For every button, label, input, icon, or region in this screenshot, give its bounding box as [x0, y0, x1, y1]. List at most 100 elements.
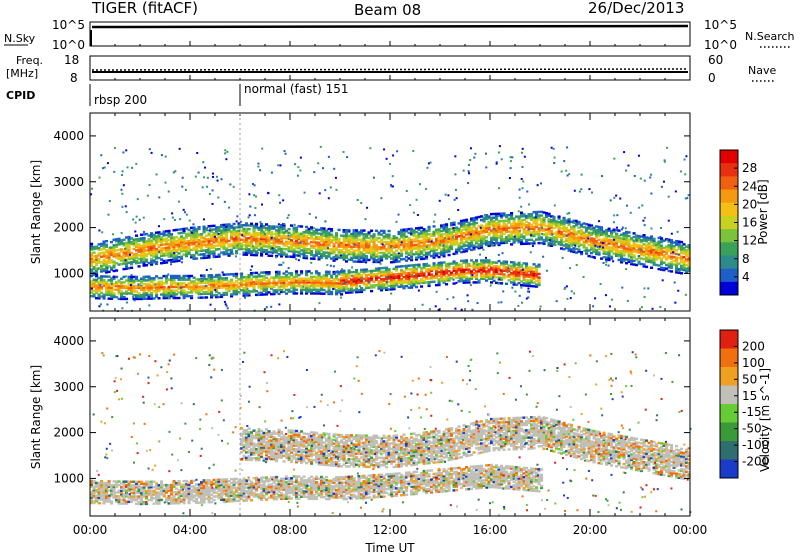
power-cell: [277, 274, 281, 277]
power-cell: [530, 281, 534, 284]
power-cell: [495, 218, 499, 221]
power-cell: [387, 248, 391, 251]
power-cell: [545, 235, 549, 239]
power-cell: [332, 283, 336, 287]
power-cell: [562, 222, 566, 225]
power-cell: [477, 268, 481, 271]
power-cell: [292, 242, 296, 246]
power-cell: [315, 232, 319, 235]
power-cell: [672, 241, 676, 244]
power-cell: [577, 230, 581, 233]
power-cell: [410, 273, 414, 276]
power-cell: [127, 281, 131, 284]
power-cell: [652, 254, 656, 257]
power-cell: [162, 252, 166, 255]
power-cell: [240, 244, 244, 247]
power-cell: [150, 293, 154, 297]
power-cell: [415, 258, 419, 261]
power-cell: [635, 243, 639, 247]
power-cell: [120, 295, 124, 299]
power-cell: [132, 296, 135, 299]
power-cell: [140, 259, 144, 262]
power-cell: [235, 239, 239, 242]
power-cell: [370, 238, 374, 242]
power-cell: [427, 269, 431, 273]
power-cell: [458, 277, 461, 280]
power-cell: [240, 276, 244, 279]
power-cell: [365, 251, 369, 254]
power-cell: [315, 279, 319, 282]
power-cell: [492, 279, 496, 283]
power-cell: [107, 265, 111, 268]
power-cell: [90, 287, 93, 290]
power-cell: [415, 272, 419, 276]
power-cell: [236, 215, 239, 218]
power-cell: [520, 301, 523, 304]
power-cell: [437, 265, 441, 268]
power-cell: [365, 234, 369, 238]
power-cell: [262, 235, 266, 239]
power-cell: [92, 255, 96, 258]
power-cell: [435, 276, 439, 280]
power-cell: [635, 234, 639, 237]
power-cell: [620, 244, 624, 247]
power-cell: [662, 254, 666, 257]
power-cell: [220, 178, 223, 181]
power-cell: [287, 242, 291, 246]
power-cell: [170, 282, 174, 285]
power-cell: [476, 263, 479, 266]
power-cell: [277, 281, 281, 285]
power-cell: [167, 231, 171, 235]
power-cell: [106, 267, 109, 270]
power-cell: [395, 254, 399, 258]
power-cell: [185, 253, 189, 256]
power-cell: [212, 250, 216, 253]
power-cell: [480, 242, 484, 246]
power-cell: [217, 275, 221, 279]
power-cell: [97, 295, 101, 298]
power-cell: [278, 303, 281, 306]
power-cell: [620, 259, 624, 262]
power-cell: [165, 282, 169, 285]
power-cell: [412, 232, 416, 236]
power-cell: [410, 247, 414, 251]
power-cell: [170, 289, 174, 292]
power-cell: [375, 229, 379, 233]
power-cell: [205, 290, 209, 294]
power-cell: [350, 274, 353, 277]
power-cell: [462, 268, 466, 272]
power-cell: [242, 276, 246, 279]
power-cell: [171, 212, 174, 215]
power-cell: [437, 281, 441, 285]
power-cell: [225, 230, 229, 234]
power-cell: [182, 278, 186, 281]
power-cell: [487, 268, 491, 271]
power-cell: [100, 268, 104, 271]
power-cell: [302, 254, 306, 258]
power-cell: [632, 241, 636, 244]
power-cell: [162, 287, 166, 291]
power-cell: [302, 247, 306, 250]
power-cell: [248, 214, 251, 217]
power-cell: [300, 238, 304, 241]
power-cell: [572, 237, 576, 241]
power-cell: [627, 260, 631, 264]
power-cell: [417, 247, 421, 250]
power-cell: [110, 266, 114, 269]
power-cell: [477, 237, 481, 241]
power-cell: [567, 243, 571, 247]
power-cell: [259, 221, 262, 224]
power-cell: [275, 289, 279, 292]
power-cell: [160, 154, 163, 157]
power-cell: [235, 226, 239, 229]
power-cell: [152, 244, 156, 248]
power-cell: [372, 236, 376, 240]
power-cell: [452, 230, 456, 234]
power-echoes: [90, 145, 691, 312]
power-cell: [542, 229, 546, 233]
power-cell: [127, 256, 131, 259]
power-cell: [147, 243, 151, 246]
power-cell: [420, 278, 424, 281]
power-cell: [197, 244, 201, 247]
power-cell: [207, 234, 211, 237]
